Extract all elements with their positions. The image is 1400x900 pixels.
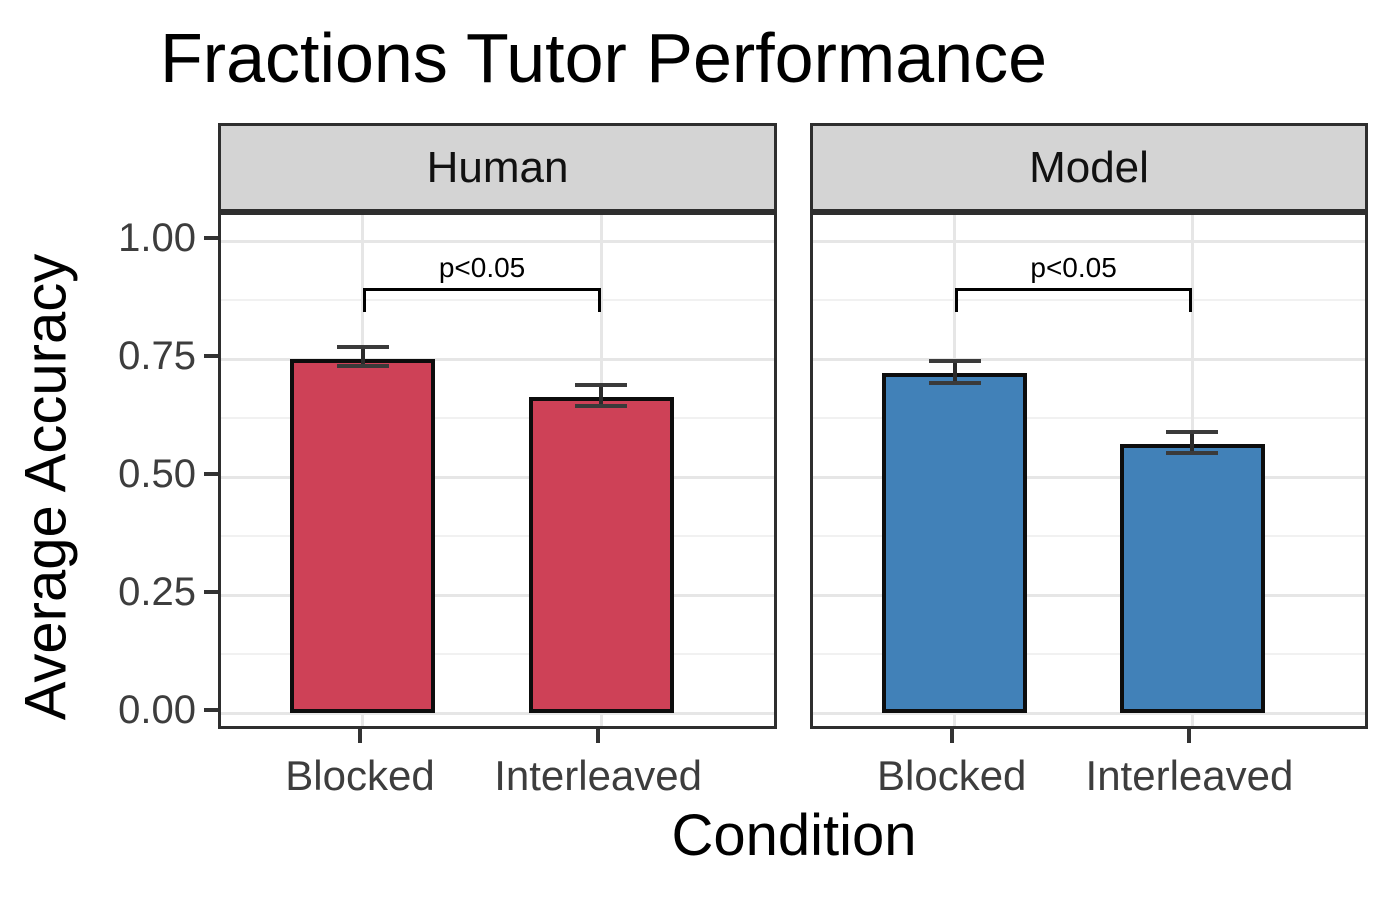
facet-strip-model: Model xyxy=(810,123,1368,212)
chart-title: Fractions Tutor Performance xyxy=(160,19,1047,97)
sig-bracket-right-tip xyxy=(598,288,602,312)
error-bar-cap-bottom-interleaved xyxy=(575,404,628,409)
error-bar-cap-bottom-blocked xyxy=(928,380,981,385)
x-tick-label-interleaved: Interleaved xyxy=(1085,752,1294,799)
gridline-major xyxy=(221,240,774,243)
y-tick-label-0.75: 0.75 xyxy=(118,334,196,378)
error-bar-cap-top-interleaved xyxy=(575,382,628,387)
y-tick-label-0.25: 0.25 xyxy=(118,570,196,614)
x-tick-mark-blocked xyxy=(357,729,362,743)
error-bar-cap-top-blocked xyxy=(928,359,981,364)
gridline-major xyxy=(813,594,1365,597)
y-tick-label-1.00: 1.00 xyxy=(118,216,196,260)
error-bar-cap-top-interleaved xyxy=(1166,430,1219,435)
x-tick-label-interleaved: Interleaved xyxy=(494,752,703,799)
error-bar-line-interleaved xyxy=(1190,432,1195,454)
gridline-minor xyxy=(221,535,774,537)
gridline-minor xyxy=(813,653,1365,655)
y-tick-mark xyxy=(204,472,219,476)
y-tick-mark xyxy=(204,236,219,240)
gridline-minor xyxy=(221,653,774,655)
facet-strip-label: Human xyxy=(426,142,569,192)
error-bar-line-blocked xyxy=(360,347,365,367)
error-bar-line-interleaved xyxy=(599,384,604,407)
facet-panel-model: p<0.05 xyxy=(810,212,1368,729)
sig-bracket-horizontal xyxy=(954,288,1193,292)
facet-strip-human: Human xyxy=(218,123,777,212)
sig-bracket-left-tip xyxy=(362,288,366,312)
x-tick-label-blocked: Blocked xyxy=(877,752,1027,799)
sig-bracket-right-tip xyxy=(1189,288,1193,312)
x-axis-title: Condition xyxy=(671,803,917,868)
gridline-major xyxy=(221,712,774,715)
bar-model-blocked xyxy=(882,373,1028,713)
y-tick-label-0.50: 0.50 xyxy=(118,452,196,496)
gridline-major xyxy=(813,712,1365,715)
gridline-minor xyxy=(813,535,1365,537)
gridline-major xyxy=(221,476,774,479)
gridline-minor xyxy=(813,299,1365,301)
bar-model-interleaved xyxy=(1119,443,1265,713)
gridline-major xyxy=(813,240,1365,243)
sig-label: p<0.05 xyxy=(438,252,526,284)
x-tick-mark-interleaved xyxy=(596,729,601,743)
y-tick-mark xyxy=(204,354,219,358)
sig-label: p<0.05 xyxy=(1030,252,1117,284)
gridline-minor xyxy=(221,299,774,301)
bar-human-interleaved xyxy=(528,396,674,713)
gridline-major xyxy=(221,594,774,597)
sig-bracket-horizontal xyxy=(362,288,602,292)
error-bar-cap-bottom-interleaved xyxy=(1166,451,1219,456)
error-bar-cap-top-blocked xyxy=(336,345,389,350)
facet-panel-human: p<0.05 xyxy=(218,212,777,729)
sig-bracket-left-tip xyxy=(954,288,958,312)
x-tick-label-blocked: Blocked xyxy=(285,752,435,799)
x-tick-mark-blocked xyxy=(949,729,954,743)
gridline-major xyxy=(221,358,774,361)
facet-strip-label: Model xyxy=(1029,142,1149,192)
y-tick-mark xyxy=(204,590,219,594)
y-tick-label-0.00: 0.00 xyxy=(118,688,196,732)
x-tick-mark-interleaved xyxy=(1187,729,1192,743)
gridline-major xyxy=(813,476,1365,479)
y-tick-mark xyxy=(204,708,219,712)
gridline-major xyxy=(813,358,1365,361)
gridline-minor xyxy=(813,417,1365,419)
gridline-minor xyxy=(221,417,774,419)
bar-human-blocked xyxy=(290,359,436,713)
error-bar-cap-bottom-blocked xyxy=(336,364,389,369)
error-bar-line-blocked xyxy=(952,361,957,383)
